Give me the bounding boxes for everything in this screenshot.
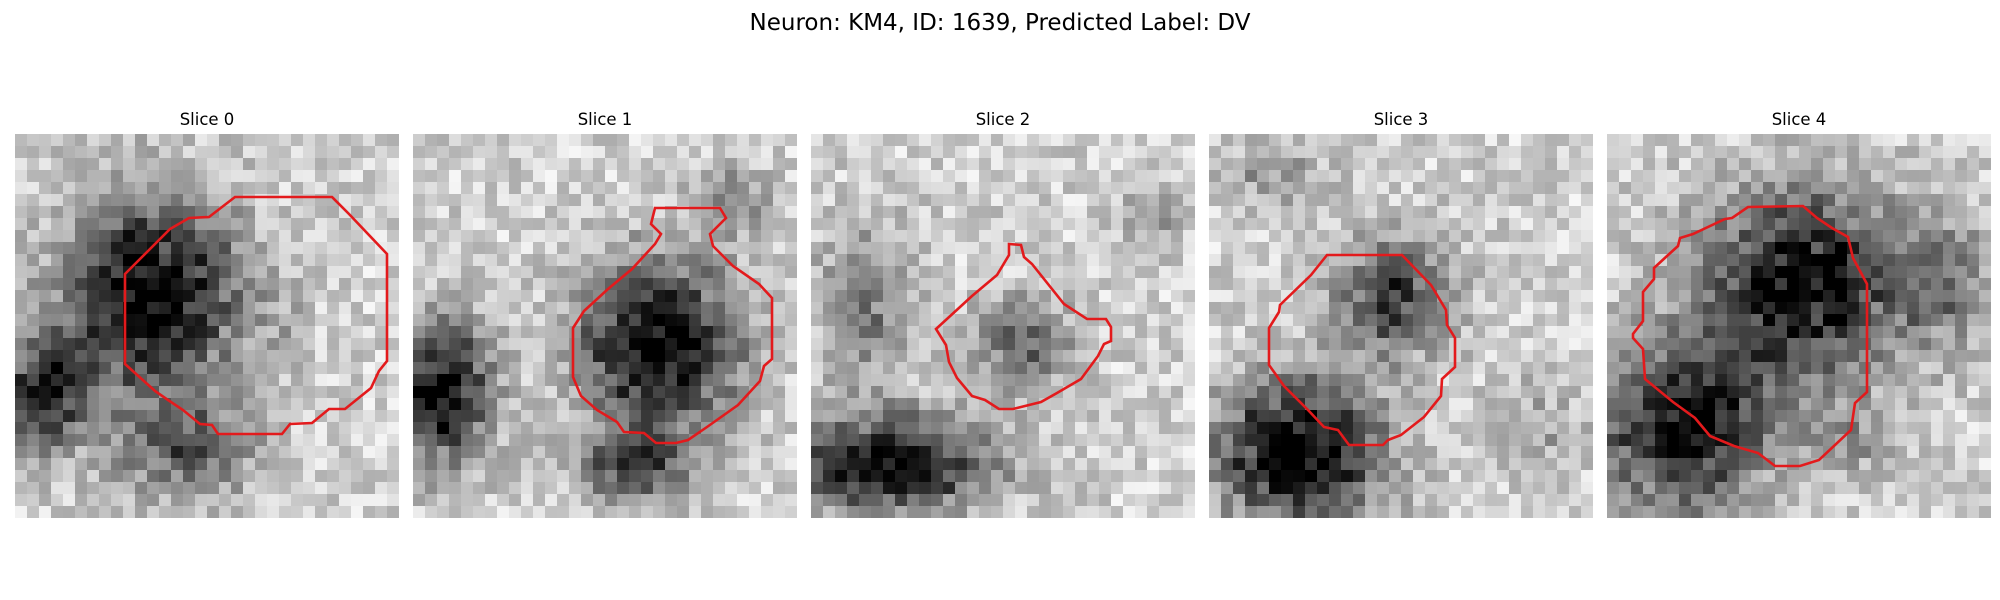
panel-title: Slice 0 — [179, 110, 235, 129]
roi-contour — [1631, 204, 1869, 468]
panel-title: Slice 4 — [1771, 110, 1827, 129]
roi-contour — [1267, 253, 1457, 447]
panel-title: Slice 2 — [975, 110, 1031, 129]
panel-slice-1: Slice 1 — [413, 108, 797, 518]
roi-contour-layer — [1267, 253, 1457, 447]
slice-image-wrap — [15, 134, 399, 518]
panel-slice-3: Slice 3 — [1209, 108, 1593, 518]
slice-image — [413, 134, 797, 518]
slice-image — [1607, 134, 1991, 518]
panel-title: Slice 1 — [577, 110, 633, 129]
figure-title: Neuron: KM4, ID: 1639, Predicted Label: … — [749, 10, 1251, 36]
roi-contour — [934, 242, 1113, 411]
slice-image — [1209, 134, 1593, 518]
slice-image-wrap — [413, 134, 797, 518]
panel-slice-2: Slice 2 — [811, 108, 1195, 518]
slice-image — [811, 134, 1195, 518]
roi-contour-layer — [1631, 204, 1869, 468]
slice-image-wrap — [1209, 134, 1593, 518]
roi-contour-layer — [934, 242, 1113, 411]
panel-slice-0: Slice 0 — [15, 108, 399, 518]
panel-slice-4: Slice 4 — [1607, 108, 1991, 518]
roi-contour — [123, 195, 389, 436]
roi-contour-layer — [571, 206, 774, 445]
slice-image — [15, 134, 399, 518]
slice-image-wrap — [1607, 134, 1991, 518]
slice-image-wrap — [811, 134, 1195, 518]
roi-contour — [571, 206, 774, 445]
roi-contour-layer — [123, 195, 389, 436]
panel-title: Slice 3 — [1373, 110, 1429, 129]
